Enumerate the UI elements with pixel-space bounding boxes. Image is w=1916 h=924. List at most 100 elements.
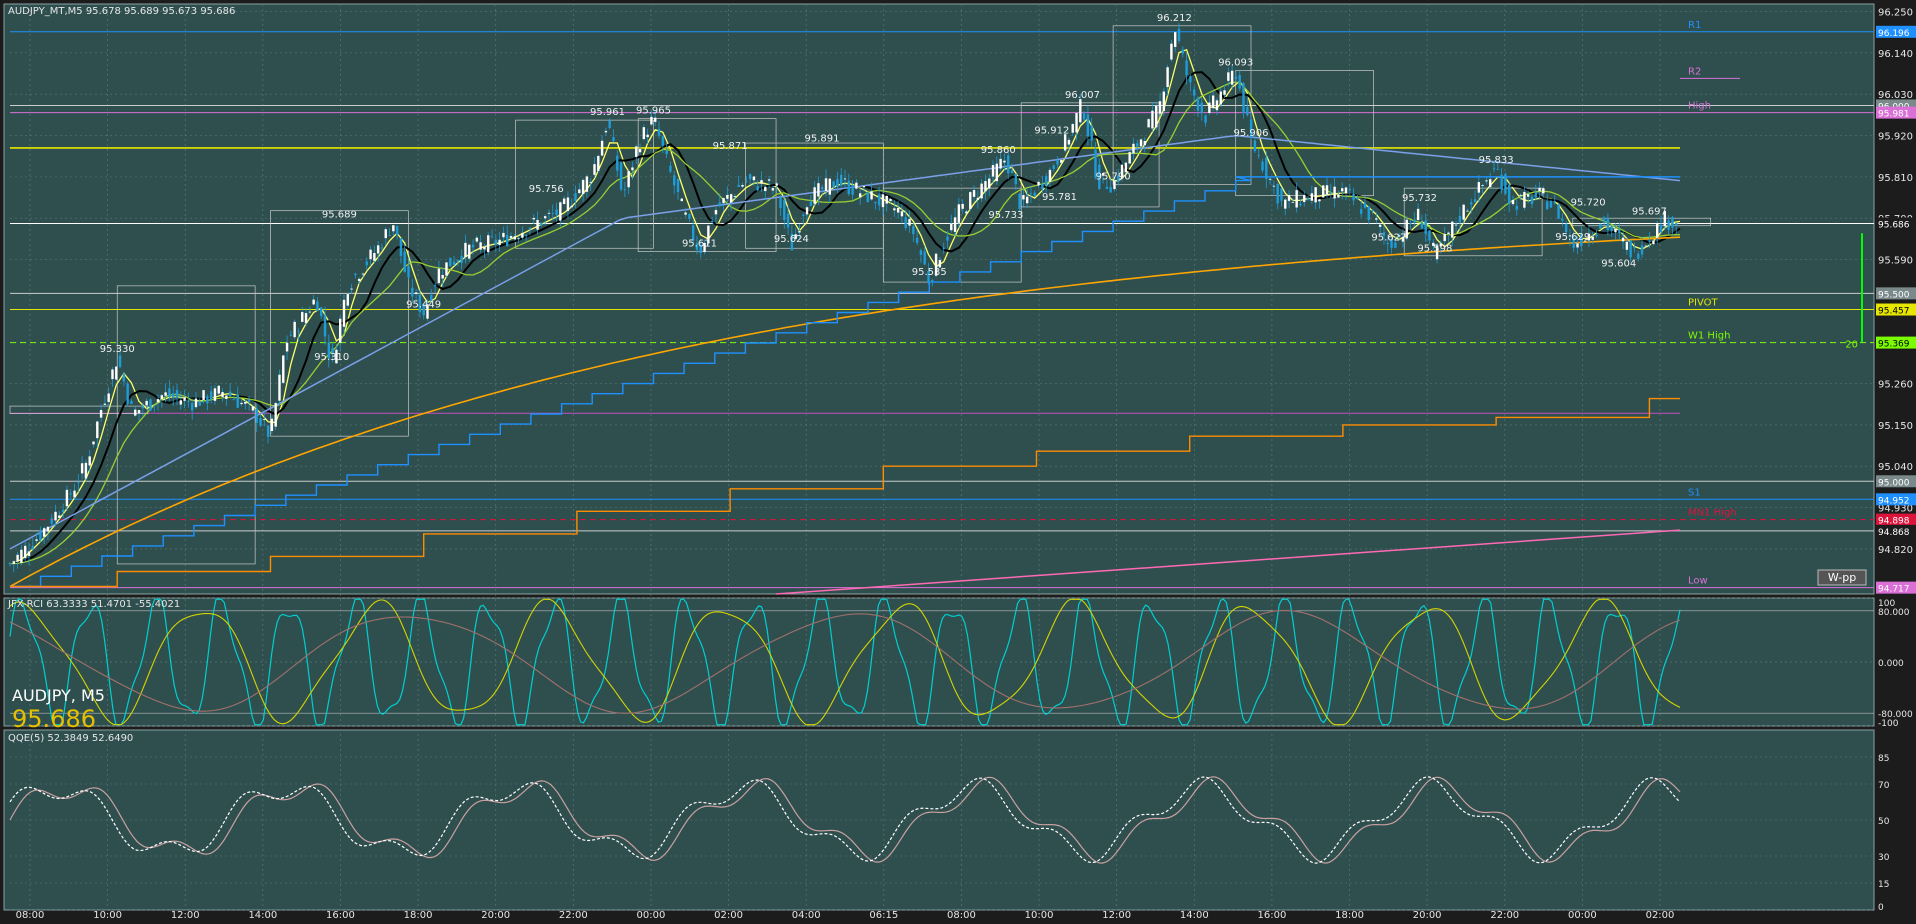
- candle-body: [927, 270, 930, 283]
- candle-body: [934, 253, 938, 276]
- candle-body: [1094, 149, 1097, 178]
- candle-body: [84, 462, 88, 479]
- qqe-y-tick: 15: [1878, 880, 1889, 890]
- candle-body: [206, 396, 209, 404]
- level-label: R1: [1688, 20, 1701, 31]
- wpp-tab[interactable]: [1817, 569, 1867, 586]
- x-tick-label: 16:00: [1257, 910, 1286, 920]
- candle-body: [426, 304, 429, 319]
- candle-body: [779, 197, 782, 208]
- candle-body: [737, 184, 740, 187]
- rci-y-tick: -80.000: [1878, 710, 1913, 720]
- wpp-tab-label[interactable]: W-pp: [1828, 571, 1856, 584]
- candle-body: [274, 403, 277, 427]
- candle-body: [858, 193, 862, 198]
- candle-body: [764, 186, 767, 192]
- candle-body: [699, 244, 702, 253]
- candle-body: [961, 203, 964, 209]
- candle-body: [828, 178, 832, 195]
- qqe-main-line: [9, 776, 1681, 864]
- candle-body: [1208, 102, 1211, 113]
- candle-body: [194, 398, 198, 408]
- level-price-tag: [1876, 493, 1916, 506]
- level-price-tag: [1876, 524, 1916, 537]
- candle-body: [411, 287, 414, 297]
- candle-body: [1610, 226, 1613, 232]
- session-box: [270, 210, 409, 437]
- candle-body: [1553, 201, 1556, 203]
- level-price-tag-text: 94.898: [1878, 517, 1910, 527]
- candle-body: [1530, 196, 1534, 205]
- candle-body: [183, 397, 186, 401]
- candle-body: [1048, 169, 1052, 182]
- candle-body: [1075, 112, 1078, 133]
- candle-body: [1561, 218, 1564, 221]
- candle-body: [638, 148, 642, 153]
- candle-body: [297, 331, 300, 333]
- candle-body: [414, 292, 418, 294]
- rci-mid-line: [9, 598, 1681, 726]
- candle-body: [745, 181, 748, 182]
- candle-body: [46, 526, 50, 532]
- candle-body: [1637, 253, 1640, 259]
- candle-body: [1462, 204, 1465, 220]
- candle-body: [1359, 209, 1363, 214]
- candle-body: [1344, 187, 1348, 194]
- symbol-label: AUDJPY, M5: [12, 686, 105, 705]
- candle-body: [8, 563, 12, 565]
- level-price-tag: [1876, 106, 1916, 119]
- candle-body: [369, 249, 372, 260]
- level-price-tag-text: 96.196: [1878, 29, 1910, 39]
- candle-body: [775, 183, 778, 186]
- candle-body: [1375, 218, 1378, 220]
- candle-body: [946, 236, 949, 241]
- candle-body: [1246, 107, 1249, 116]
- candle-body: [851, 185, 854, 195]
- rci-lines: [9, 598, 1681, 726]
- candle-body: [479, 242, 482, 250]
- candle-body: [1568, 235, 1572, 237]
- price-label: 95.906: [1234, 128, 1269, 139]
- candle-body: [1534, 192, 1537, 198]
- candle-body: [23, 545, 27, 558]
- level-price-tag-text: 95.457: [1878, 307, 1910, 317]
- candle-body: [654, 117, 657, 122]
- candle-body: [1219, 91, 1222, 105]
- level-price-tag-text: 95.500: [1878, 290, 1910, 300]
- candle-body: [357, 278, 361, 282]
- candle-body: [1348, 188, 1351, 191]
- candle-body: [885, 195, 888, 204]
- candle-body: [395, 225, 399, 235]
- level-price-tag-text: 95.686: [1878, 220, 1910, 230]
- candle-body: [301, 312, 304, 322]
- candle-body: [965, 211, 968, 214]
- candle-body: [1044, 176, 1048, 186]
- candle-body: [27, 551, 31, 556]
- candle-body: [726, 194, 729, 199]
- candle-body: [1405, 219, 1408, 239]
- candle-body: [1230, 70, 1234, 85]
- range-marker-label: 20: [1845, 340, 1858, 351]
- candle-body: [331, 347, 334, 354]
- candle-body: [282, 355, 285, 383]
- candle-body: [373, 253, 376, 261]
- x-tick-label: 02:00: [1646, 910, 1675, 920]
- session-box: [116, 285, 256, 565]
- candle-body: [452, 261, 456, 265]
- candle-body: [1378, 224, 1382, 227]
- candle-body: [1633, 247, 1636, 249]
- candle-body: [1572, 238, 1575, 248]
- x-tick-label: 22:00: [1490, 910, 1519, 920]
- candle-body: [1538, 187, 1541, 192]
- candle-body: [1367, 206, 1370, 221]
- price-label: 95.756: [529, 184, 564, 195]
- candle-body: [327, 342, 331, 359]
- candle-body: [122, 374, 126, 382]
- x-tick-label: 14:00: [248, 910, 277, 920]
- price-candles: [8, 22, 1678, 573]
- candle-body: [1162, 91, 1166, 111]
- candle-body: [99, 409, 103, 418]
- candle-body: [722, 198, 725, 204]
- rci-y-tick: 100: [1878, 599, 1895, 609]
